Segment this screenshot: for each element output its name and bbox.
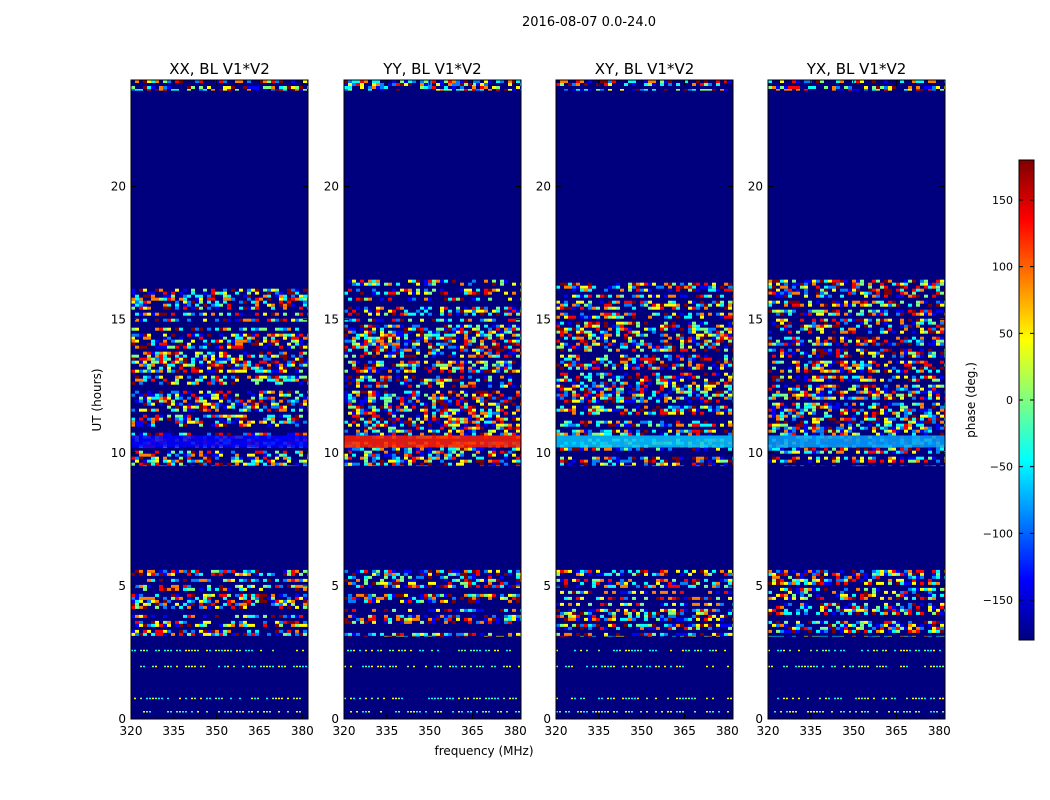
panel-frame bbox=[555, 79, 734, 720]
band-10h bbox=[768, 435, 945, 448]
y-tick-label: 20 bbox=[324, 180, 339, 194]
colorbar-tick-label: 150 bbox=[992, 194, 1013, 207]
colorbar-tick-label: 100 bbox=[992, 261, 1013, 274]
colorbar-tick-label: −50 bbox=[990, 461, 1013, 474]
noise-band bbox=[768, 279, 945, 467]
y-tick-label: 10 bbox=[536, 446, 551, 460]
thin-line bbox=[774, 711, 944, 713]
x-tick-label: 320 bbox=[120, 724, 143, 738]
x-tick-label: 335 bbox=[162, 724, 185, 738]
y-tick-label: 5 bbox=[755, 579, 763, 593]
y-axis-label: UT (hours) bbox=[90, 368, 104, 431]
y-tick-label: 10 bbox=[324, 446, 339, 460]
y-tick-label: 10 bbox=[748, 446, 763, 460]
x-tick-label: 365 bbox=[885, 724, 908, 738]
thin-line bbox=[143, 711, 301, 713]
x-tick-label: 320 bbox=[757, 724, 780, 738]
y-tick-label: 5 bbox=[331, 579, 339, 593]
colorbar: 150 100 50 0 −50 −100 −150 bbox=[983, 159, 1035, 641]
noise-band bbox=[344, 279, 521, 467]
panel-frame bbox=[767, 79, 946, 720]
thin-line bbox=[350, 711, 520, 713]
y-tick-label: 15 bbox=[111, 313, 126, 327]
y-tick-label: 20 bbox=[111, 180, 126, 194]
panel-title: YX, BL V1*V2 bbox=[806, 60, 907, 78]
noise-band bbox=[768, 80, 945, 91]
x-tick-label: 335 bbox=[375, 724, 398, 738]
x-tick-label: 380 bbox=[716, 724, 739, 738]
y-tick-label: 20 bbox=[748, 180, 763, 194]
colorbar-tick-label: −150 bbox=[983, 594, 1013, 607]
colorbar-label: phase (deg.) bbox=[964, 362, 978, 438]
noise-band bbox=[556, 282, 733, 467]
y-tick-label: 0 bbox=[118, 712, 126, 726]
x-tick-label: 350 bbox=[842, 724, 865, 738]
y-tick-label: 5 bbox=[118, 579, 126, 593]
thin-line bbox=[556, 697, 732, 700]
x-tick-label: 365 bbox=[248, 724, 271, 738]
thin-line bbox=[347, 649, 511, 652]
thin-line bbox=[556, 665, 729, 668]
x-tick-label: 365 bbox=[673, 724, 696, 738]
x-tick-label: 335 bbox=[799, 724, 822, 738]
x-tick-label: 320 bbox=[333, 724, 356, 738]
y-tick-label: 20 bbox=[536, 180, 551, 194]
figure-title: 2016-08-07 0.0-24.0 bbox=[522, 15, 656, 30]
panel-frame bbox=[343, 79, 522, 720]
thin-line bbox=[140, 665, 307, 668]
band-10h bbox=[131, 435, 308, 448]
x-tick-label: 350 bbox=[205, 724, 228, 738]
thin-line bbox=[344, 665, 520, 668]
thin-line bbox=[777, 697, 944, 700]
y-tick-label: 0 bbox=[331, 712, 339, 726]
x-tick-label: 350 bbox=[630, 724, 653, 738]
panel-frame bbox=[130, 79, 309, 720]
noise-band bbox=[131, 569, 308, 636]
panel-title: XY, BL V1*V2 bbox=[595, 60, 695, 78]
noise-band bbox=[768, 569, 945, 637]
panel-yy: YY, BL V1*V2 320 335 350 365 380 0 5 10 15 20 bbox=[324, 60, 527, 738]
x-tick-label: 380 bbox=[291, 724, 314, 738]
noise-band bbox=[556, 569, 733, 637]
colorbar-tick-label: −100 bbox=[983, 527, 1013, 540]
y-tick-label: 15 bbox=[536, 313, 551, 327]
y-tick-label: 15 bbox=[748, 313, 763, 327]
thin-line bbox=[344, 697, 517, 700]
thin-line bbox=[768, 649, 941, 652]
panel-title: XX, BL V1*V2 bbox=[169, 60, 270, 78]
x-tick-label: 365 bbox=[461, 724, 484, 738]
noise-band bbox=[131, 80, 308, 91]
thin-line bbox=[556, 649, 726, 652]
y-tick-label: 0 bbox=[755, 712, 763, 726]
y-tick-label: 10 bbox=[111, 446, 126, 460]
y-tick-label: 15 bbox=[324, 313, 339, 327]
x-tick-label: 380 bbox=[928, 724, 951, 738]
thin-line bbox=[768, 665, 944, 668]
noise-band bbox=[556, 80, 733, 91]
panel-xx: XX, BL V1*V2 320 335 350 365 380 0 5 10 15 20 bbox=[111, 60, 314, 738]
x-tick-label: 320 bbox=[545, 724, 568, 738]
y-tick-label: 0 bbox=[543, 712, 551, 726]
thin-line bbox=[131, 649, 304, 652]
colorbar-tick-label: 50 bbox=[999, 327, 1013, 340]
thin-line bbox=[556, 711, 729, 713]
thin-line bbox=[134, 697, 301, 700]
panel-xy: XY, BL V1*V2 320 335 350 365 380 0 5 10 15 20 bbox=[536, 60, 739, 738]
band-10h bbox=[344, 435, 521, 448]
x-tick-label: 350 bbox=[418, 724, 441, 738]
panel-yx: YX, BL V1*V2 320 335 350 365 380 0 5 10 15 20 bbox=[748, 60, 951, 738]
panel-title: YY, BL V1*V2 bbox=[382, 60, 481, 78]
x-axis-label: frequency (MHz) bbox=[434, 744, 533, 758]
noise-band bbox=[344, 569, 521, 637]
y-tick-label: 5 bbox=[543, 579, 551, 593]
x-tick-label: 335 bbox=[587, 724, 610, 738]
band-10h bbox=[556, 435, 733, 448]
x-tick-label: 380 bbox=[504, 724, 527, 738]
colorbar-tick-label: 0 bbox=[1006, 394, 1013, 407]
